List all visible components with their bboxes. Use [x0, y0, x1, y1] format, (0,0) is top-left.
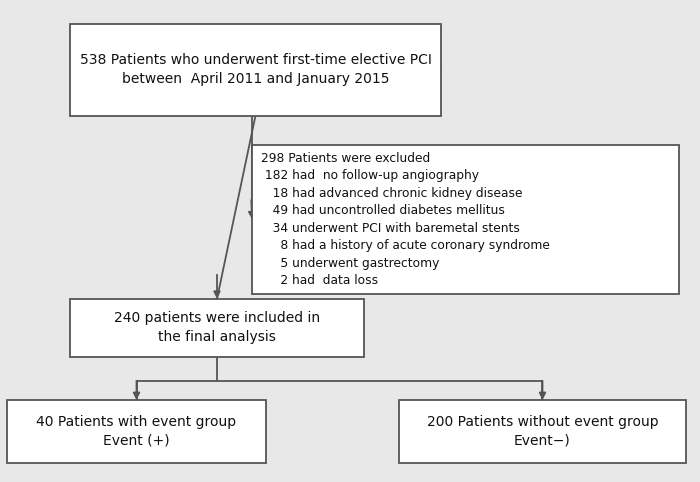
- FancyBboxPatch shape: [399, 400, 686, 463]
- Text: 298 Patients were excluded
 182 had  no follow-up angiography
   18 had advanced: 298 Patients were excluded 182 had no fo…: [261, 151, 550, 287]
- Text: 538 Patients who underwent first-time elective PCI
between  April 2011 and Janua: 538 Patients who underwent first-time el…: [80, 54, 431, 86]
- Text: 240 patients were included in
the final analysis: 240 patients were included in the final …: [114, 311, 320, 344]
- FancyBboxPatch shape: [70, 24, 441, 116]
- FancyBboxPatch shape: [70, 299, 364, 357]
- Text: 40 Patients with event group
Event (+): 40 Patients with event group Event (+): [36, 415, 237, 448]
- Text: 200 Patients without event group
Event−): 200 Patients without event group Event−): [427, 415, 658, 448]
- FancyBboxPatch shape: [7, 400, 266, 463]
- FancyBboxPatch shape: [252, 145, 679, 294]
